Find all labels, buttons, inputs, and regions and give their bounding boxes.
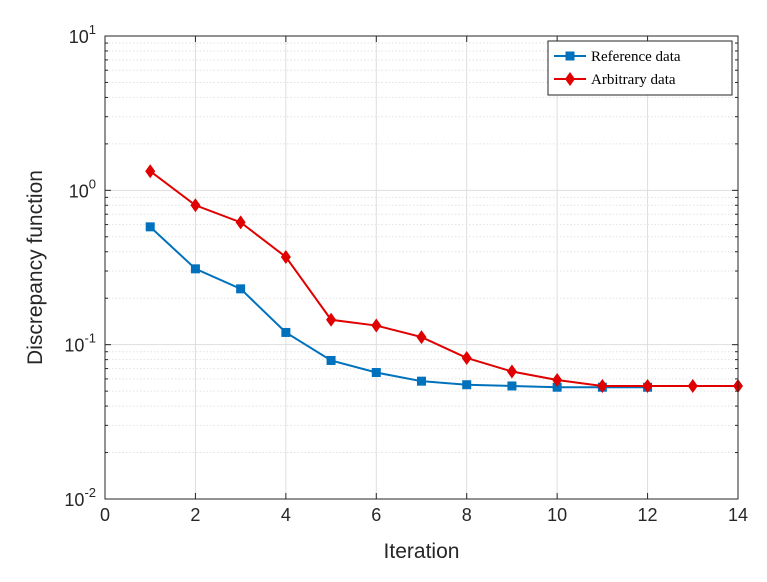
y-tick-label: 10-2 bbox=[64, 485, 96, 510]
x-tick-label: 12 bbox=[638, 505, 658, 525]
x-tick-label: 4 bbox=[281, 505, 291, 525]
x-axis-title: Iteration bbox=[384, 540, 460, 563]
legend: Reference data Arbitrary data bbox=[547, 40, 733, 96]
plot-frame bbox=[104, 35, 739, 500]
y-tick-label: 100 bbox=[69, 176, 96, 201]
data-point-diamond bbox=[642, 378, 653, 393]
data-point-square bbox=[190, 264, 200, 274]
x-tick-label: 8 bbox=[462, 505, 472, 525]
data-point-diamond bbox=[326, 312, 337, 327]
y-tick-label: 101 bbox=[69, 22, 96, 47]
data-point-diamond bbox=[371, 318, 382, 333]
data-point-diamond bbox=[145, 164, 156, 179]
legend-label: Reference data bbox=[591, 49, 681, 65]
data-point-diamond bbox=[461, 350, 472, 365]
legend-item: Reference data bbox=[554, 49, 681, 65]
data-point-diamond bbox=[416, 330, 427, 345]
series-line bbox=[149, 226, 648, 389]
data-point-square bbox=[371, 368, 381, 378]
y-axis-title: Discrepancy function bbox=[24, 170, 47, 365]
x-tick-label: 0 bbox=[100, 505, 110, 525]
ticks: 0 2 4 6 8 10 12 14 10-2 10-1 100 101 bbox=[64, 22, 748, 525]
grid bbox=[105, 36, 738, 499]
data-point-square bbox=[565, 51, 575, 61]
data-point-diamond bbox=[190, 198, 201, 213]
x-tick-label: 6 bbox=[371, 505, 381, 525]
y-tick-label: 10-1 bbox=[64, 331, 96, 356]
data-point-square bbox=[145, 222, 155, 232]
data-point-square bbox=[281, 327, 291, 337]
data-point-diamond bbox=[597, 378, 608, 393]
series-layer bbox=[145, 164, 743, 393]
data-point-diamond bbox=[552, 373, 563, 388]
series-line bbox=[149, 170, 738, 387]
plot-background bbox=[105, 36, 738, 499]
x-tick-label: 14 bbox=[728, 505, 748, 525]
legend-label: Arbitrary data bbox=[591, 72, 676, 88]
legend-box bbox=[547, 40, 733, 96]
data-point-square bbox=[417, 376, 426, 386]
data-point-diamond bbox=[280, 249, 291, 264]
data-point-square bbox=[236, 284, 246, 294]
data-point-square bbox=[326, 355, 336, 365]
data-point-diamond bbox=[687, 378, 698, 393]
data-point-diamond bbox=[235, 215, 246, 230]
data-point-square bbox=[552, 382, 562, 392]
legend-item: Arbitrary data bbox=[554, 72, 676, 88]
x-tick-label: 2 bbox=[190, 505, 200, 525]
data-point-diamond bbox=[565, 72, 575, 86]
data-point-square bbox=[462, 380, 472, 390]
data-point-square bbox=[507, 381, 517, 391]
data-point-diamond bbox=[506, 364, 517, 379]
x-tick-label: 10 bbox=[547, 505, 567, 525]
